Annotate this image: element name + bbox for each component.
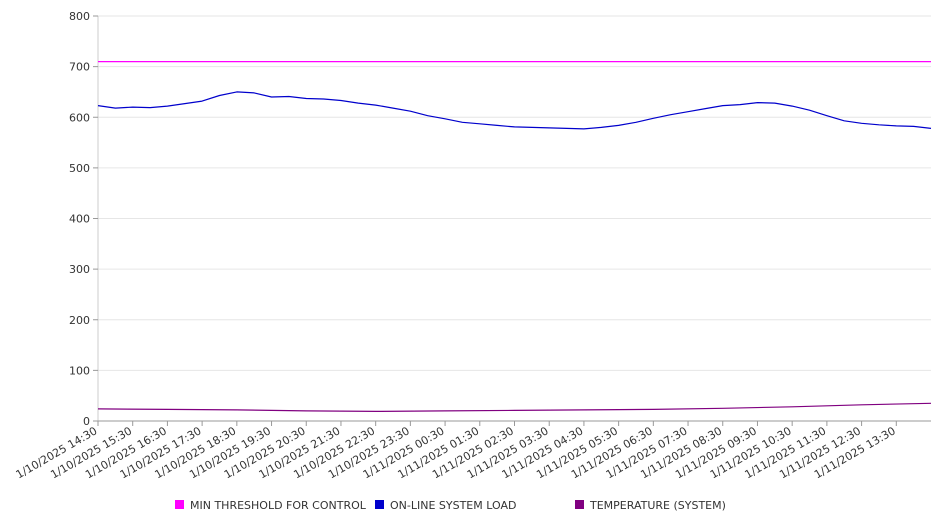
y-tick-label: 700 <box>69 61 90 74</box>
y-tick-label: 200 <box>69 314 90 327</box>
y-tick-label: 100 <box>69 364 90 377</box>
legend: MIN THRESHOLD FOR CONTROL ON-LINE SYSTEM … <box>175 499 726 512</box>
series-line-3 <box>97 402 932 412</box>
y-tick-label: 500 <box>69 162 90 175</box>
grid <box>98 15 931 422</box>
y-tick-label: 0 <box>83 415 90 428</box>
legend-label-3: TEMPERATURE (SYSTEM) <box>589 499 726 512</box>
y-tick-label: 300 <box>69 263 90 276</box>
y-tick-label: 400 <box>69 213 90 226</box>
legend-label-1: MIN THRESHOLD FOR CONTROL <box>190 499 367 512</box>
legend-label-2: ON-LINE SYSTEM LOAD <box>390 499 516 512</box>
series-lines <box>97 60 932 412</box>
y-tick-label: 600 <box>69 111 90 124</box>
series-line-2 <box>97 91 932 130</box>
legend-swatch-1 <box>175 500 184 509</box>
x-axis-ticks: 1/10/2025 14:301/10/2025 15:301/10/2025 … <box>14 421 898 481</box>
legend-swatch-3 <box>575 500 584 509</box>
y-axis-ticks: 0 100 200 300 400 500 600 700 800 <box>69 10 98 428</box>
y-tick-label: 800 <box>69 10 90 23</box>
legend-swatch-2 <box>375 500 384 509</box>
